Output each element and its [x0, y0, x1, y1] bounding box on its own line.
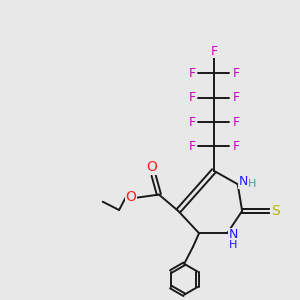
Text: S: S — [271, 204, 280, 218]
Text: H: H — [229, 239, 237, 250]
Text: N: N — [239, 175, 248, 188]
Text: F: F — [232, 140, 239, 153]
Text: O: O — [125, 190, 136, 204]
Text: F: F — [232, 116, 239, 129]
Text: F: F — [188, 67, 196, 80]
Text: H: H — [248, 179, 256, 189]
Text: N: N — [229, 228, 238, 241]
Text: O: O — [147, 160, 158, 174]
Text: F: F — [210, 44, 218, 58]
Text: F: F — [188, 140, 196, 153]
Text: F: F — [188, 116, 196, 129]
Text: F: F — [188, 91, 196, 104]
Text: F: F — [232, 67, 239, 80]
Text: F: F — [232, 91, 239, 104]
